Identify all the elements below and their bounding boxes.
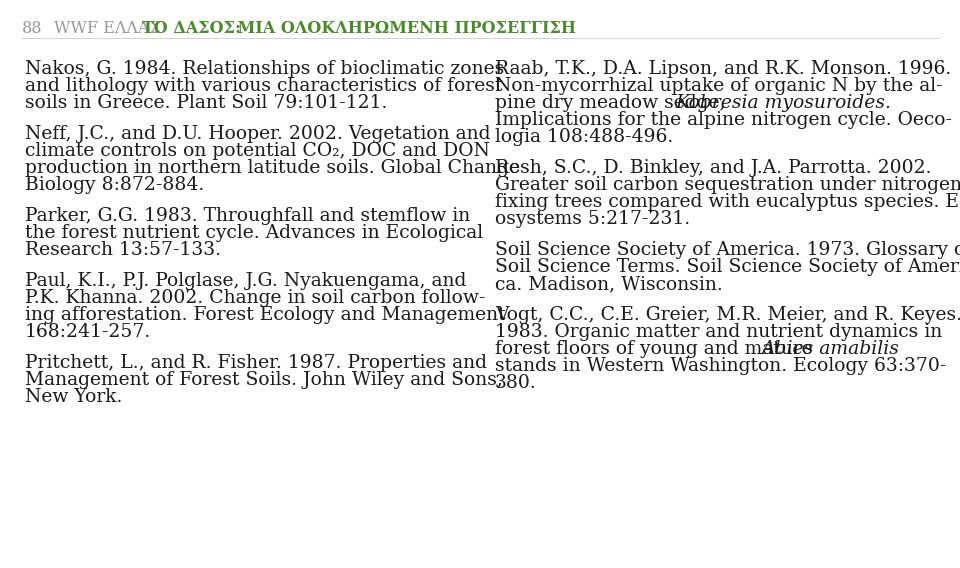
Text: 168:241-257.: 168:241-257. xyxy=(25,323,152,341)
Text: forest floors of young and mature: forest floors of young and mature xyxy=(495,340,819,358)
Text: ca. Madison, Wisconsin.: ca. Madison, Wisconsin. xyxy=(495,275,723,293)
Text: Vogt, C.C., C.E. Greier, M.R. Meier, and R. Keyes.: Vogt, C.C., C.E. Greier, M.R. Meier, and… xyxy=(495,306,960,324)
Text: soils in Greece. Plant Soil 79:101-121.: soils in Greece. Plant Soil 79:101-121. xyxy=(25,94,388,112)
Text: ΜΙΑ ΟΛΟΚΛΗΡΩΜΕΝΗ ΠΡΟΣΕΓΓΙΣΗ: ΜΙΑ ΟΛΟΚΛΗΡΩΜΕΝΗ ΠΡΟΣΕΓΓΙΣΗ xyxy=(232,20,576,37)
Text: Pritchett, L., and R. Fisher. 1987. Properties and: Pritchett, L., and R. Fisher. 1987. Prop… xyxy=(25,354,487,372)
Text: Management of Forest Soils. John Wiley and Sons,: Management of Forest Soils. John Wiley a… xyxy=(25,371,503,389)
Text: WWF ΕΛΛΑΣ: WWF ΕΛΛΑΣ xyxy=(54,20,160,37)
Text: Resh, S.C., D. Binkley, and J.A. Parrotta. 2002.: Resh, S.C., D. Binkley, and J.A. Parrott… xyxy=(495,159,931,177)
Text: 380.: 380. xyxy=(495,374,537,392)
Text: 1983. Organic matter and nutrient dynamics in: 1983. Organic matter and nutrient dynami… xyxy=(495,323,943,341)
Text: Paul, K.I., P.J. Polglase, J.G. Nyakuengama, and: Paul, K.I., P.J. Polglase, J.G. Nyakueng… xyxy=(25,272,467,290)
Text: logia 108:488-496.: logia 108:488-496. xyxy=(495,128,673,146)
Text: 88: 88 xyxy=(22,20,42,37)
Text: ΤΟ ΔΑΣΟΣ:: ΤΟ ΔΑΣΟΣ: xyxy=(142,20,241,37)
Text: pine dry meadow sedge,: pine dry meadow sedge, xyxy=(495,94,732,112)
Text: Abies amabilis: Abies amabilis xyxy=(761,340,900,358)
Text: New York.: New York. xyxy=(25,388,122,406)
Text: Parker, G.G. 1983. Throughfall and stemflow in: Parker, G.G. 1983. Throughfall and stemf… xyxy=(25,207,470,225)
Text: the forest nutrient cycle. Advances in Ecological: the forest nutrient cycle. Advances in E… xyxy=(25,224,483,242)
Text: P.K. Khanna. 2002. Change in soil carbon follow-: P.K. Khanna. 2002. Change in soil carbon… xyxy=(25,289,486,307)
Text: osystems 5:217-231.: osystems 5:217-231. xyxy=(495,210,690,228)
Text: Kobresia myosuroides.: Kobresia myosuroides. xyxy=(675,94,891,112)
Text: Implications for the alpine nitrogen cycle. Oeco-: Implications for the alpine nitrogen cyc… xyxy=(495,111,952,129)
Text: Biology 8:872-884.: Biology 8:872-884. xyxy=(25,176,204,194)
Text: climate controls on potential CO₂, DOC and DON: climate controls on potential CO₂, DOC a… xyxy=(25,142,490,160)
Text: and lithology with various characteristics of forest: and lithology with various characteristi… xyxy=(25,77,502,95)
Text: production in northern latitude soils. Global Change: production in northern latitude soils. G… xyxy=(25,159,520,177)
Text: Non-mycorrhizal uptake of organic N by the al-: Non-mycorrhizal uptake of organic N by t… xyxy=(495,77,943,95)
Text: fixing trees compared with eucalyptus species. Ec-: fixing trees compared with eucalyptus sp… xyxy=(495,193,960,211)
Text: stands in Western Washington. Ecology 63:370-: stands in Western Washington. Ecology 63… xyxy=(495,357,947,375)
Text: Soil Science Terms. Soil Science Society of Ameri-: Soil Science Terms. Soil Science Society… xyxy=(495,258,960,276)
Text: Research 13:57-133.: Research 13:57-133. xyxy=(25,241,221,259)
Text: Nakos, G. 1984. Relationships of bioclimatic zones: Nakos, G. 1984. Relationships of bioclim… xyxy=(25,60,504,78)
Text: Neff, J.C., and D.U. Hooper. 2002. Vegetation and: Neff, J.C., and D.U. Hooper. 2002. Veget… xyxy=(25,125,491,143)
Text: Soil Science Society of America. 1973. Glossary of: Soil Science Society of America. 1973. G… xyxy=(495,241,960,259)
Text: Raab, T.K., D.A. Lipson, and R.K. Monson. 1996.: Raab, T.K., D.A. Lipson, and R.K. Monson… xyxy=(495,60,951,78)
Text: Greater soil carbon sequestration under nitrogen: Greater soil carbon sequestration under … xyxy=(495,176,960,194)
Text: ing afforestation. Forest Ecology and Management: ing afforestation. Forest Ecology and Ma… xyxy=(25,306,506,324)
